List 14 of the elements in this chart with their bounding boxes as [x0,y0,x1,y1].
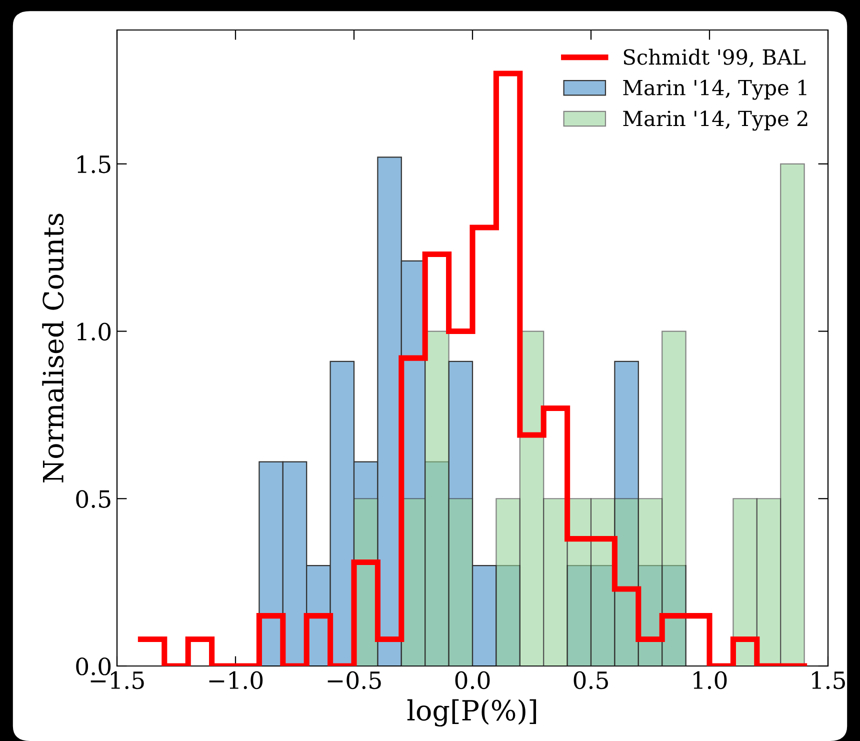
y-tick-label: 0.5 [76,490,110,508]
y-tick-label: 1.5 [77,155,110,174]
x-tick-label: 0.0 [455,671,490,690]
x-tick-label: 1.0 [694,671,727,690]
y-tick-label: 1.0 [77,322,111,341]
legend-label: Marin '14, Type 2 [623,110,808,131]
x-tick-label: −0.5 [328,671,381,690]
x-tick-label: −1.0 [209,671,263,690]
x-tick-label: 0.5 [574,671,608,690]
legend-label: Schmidt '99, BAL [624,48,806,68]
y-axis-title: Normalised Counts [42,214,64,482]
x-axis-title: log[P(%)] [407,699,536,727]
x-tick-label: 1.5 [812,671,845,690]
legend-label: Marin '14, Type 1 [623,80,806,100]
